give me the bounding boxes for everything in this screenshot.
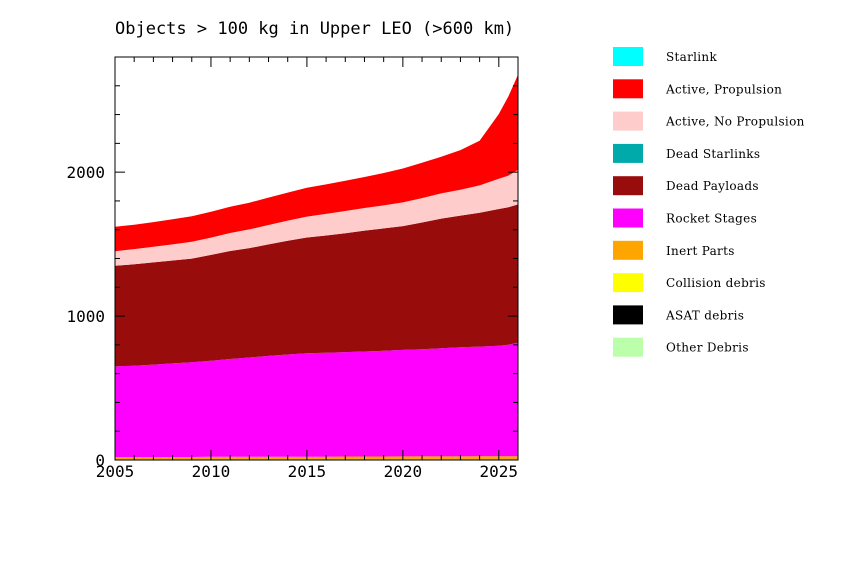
legend-label-rocket-stages: Rocket Stages: [666, 212, 757, 226]
area-active-no-propulsion: [115, 169, 518, 266]
legend-label-inert-parts: Inert Parts: [666, 244, 735, 258]
y-tick-label: 0: [95, 451, 105, 470]
x-tick-label: 2025: [480, 462, 519, 481]
area-active-propulsion: [115, 74, 518, 252]
legend-label-active-propulsion: Active, Propulsion: [665, 82, 782, 96]
x-tick-label: 2015: [288, 462, 327, 481]
legend-swatch-active-propulsion: [613, 79, 643, 99]
legend: Starlink Active, Propulsion Active, No Pro…: [613, 47, 805, 357]
chart-title: Objects > 100 kg in Upper LEO (>600 km): [115, 19, 514, 39]
legend-swatch-dead-payloads: [613, 176, 643, 196]
area-rocket-stages: [115, 342, 518, 458]
y-tick-label: 1000: [66, 307, 105, 326]
plot-areas: [115, 74, 518, 460]
legend-label-dead-payloads: Dead Payloads: [666, 179, 759, 193]
legend-swatch-starlink: [613, 47, 643, 66]
legend-swatch-rocket-stages: [613, 208, 643, 228]
y-tick-label: 2000: [66, 163, 105, 182]
plot-axes: 2005 2010 2015 2020 2025 0 1000 2000: [66, 56, 519, 481]
x-tick-label: 2005: [96, 462, 135, 481]
legend-label-collision-debris: Collision debris: [666, 276, 766, 290]
legend-swatch-other-debris: [613, 337, 643, 357]
legend-label-active-no-propulsion: Active, No Propulsion: [665, 115, 805, 129]
x-tick-label: 2010: [192, 462, 231, 481]
legend-swatch-dead-starlinks: [613, 143, 643, 163]
x-tick-label: 2020: [384, 462, 423, 481]
legend-label-dead-starlinks: Dead Starlinks: [666, 147, 760, 161]
area-dead-payloads: [115, 204, 518, 367]
legend-swatch-asat-debris: [613, 305, 643, 325]
legend-swatch-inert-parts: [613, 240, 643, 260]
legend-swatch-active-no-propulsion: [613, 111, 643, 131]
legend-label-other-debris: Other Debris: [666, 341, 749, 355]
legend-label-asat-debris: ASAT debris: [665, 308, 744, 322]
legend-swatch-collision-debris: [613, 273, 643, 293]
area-inert-parts: [115, 456, 518, 460]
legend-label-starlink: Starlink: [666, 50, 717, 64]
